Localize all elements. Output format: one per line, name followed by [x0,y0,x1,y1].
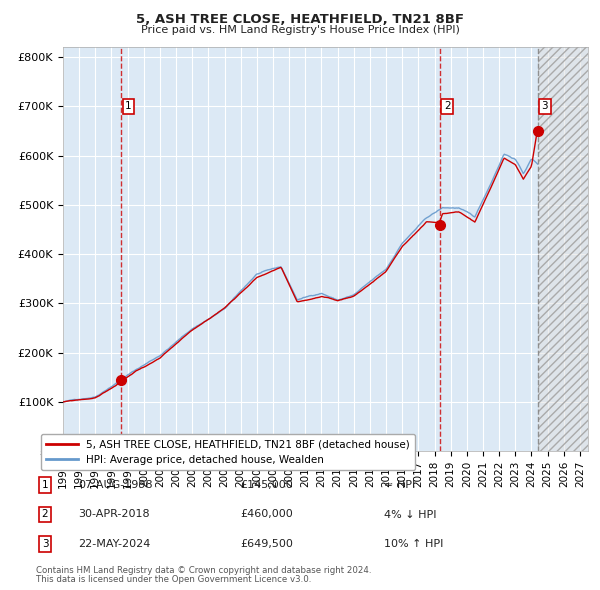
Text: 07-AUG-1998: 07-AUG-1998 [78,480,152,490]
Text: 5, ASH TREE CLOSE, HEATHFIELD, TN21 8BF: 5, ASH TREE CLOSE, HEATHFIELD, TN21 8BF [136,13,464,26]
Text: 3: 3 [542,101,548,112]
Text: This data is licensed under the Open Government Licence v3.0.: This data is licensed under the Open Gov… [36,575,311,584]
Text: 22-MAY-2024: 22-MAY-2024 [78,539,151,549]
Text: 3: 3 [41,539,49,549]
Text: 2: 2 [444,101,451,112]
Text: 1: 1 [41,480,49,490]
Text: £649,500: £649,500 [240,539,293,549]
Bar [538,47,588,451]
Text: 1: 1 [125,101,132,112]
Text: 4% ↓ HPI: 4% ↓ HPI [384,510,437,519]
Text: 10% ↑ HPI: 10% ↑ HPI [384,539,443,549]
Legend: 5, ASH TREE CLOSE, HEATHFIELD, TN21 8BF (detached house), HPI: Average price, de: 5, ASH TREE CLOSE, HEATHFIELD, TN21 8BF … [41,434,415,470]
Text: 2: 2 [41,510,49,519]
Text: Price paid vs. HM Land Registry's House Price Index (HPI): Price paid vs. HM Land Registry's House … [140,25,460,35]
Text: Contains HM Land Registry data © Crown copyright and database right 2024.: Contains HM Land Registry data © Crown c… [36,566,371,575]
Text: £145,000: £145,000 [240,480,293,490]
Text: ≈ HPI: ≈ HPI [384,480,415,490]
Text: £460,000: £460,000 [240,510,293,519]
Text: 30-APR-2018: 30-APR-2018 [78,510,149,519]
